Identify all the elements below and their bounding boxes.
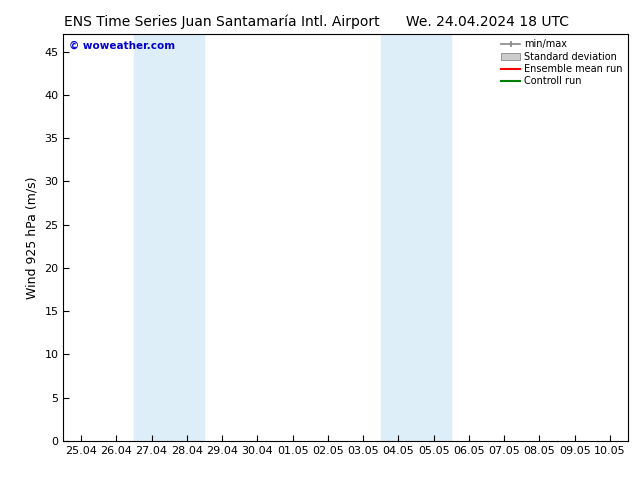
Legend: min/max, Standard deviation, Ensemble mean run, Controll run: min/max, Standard deviation, Ensemble me… <box>499 37 624 88</box>
Bar <box>381 34 451 441</box>
Text: © woweather.com: © woweather.com <box>69 40 175 50</box>
Y-axis label: Wind 925 hPa (m/s): Wind 925 hPa (m/s) <box>26 176 39 299</box>
Bar <box>134 34 204 441</box>
Text: ENS Time Series Juan Santamaría Intl. Airport      We. 24.04.2024 18 UTC: ENS Time Series Juan Santamaría Intl. Ai… <box>65 15 569 29</box>
